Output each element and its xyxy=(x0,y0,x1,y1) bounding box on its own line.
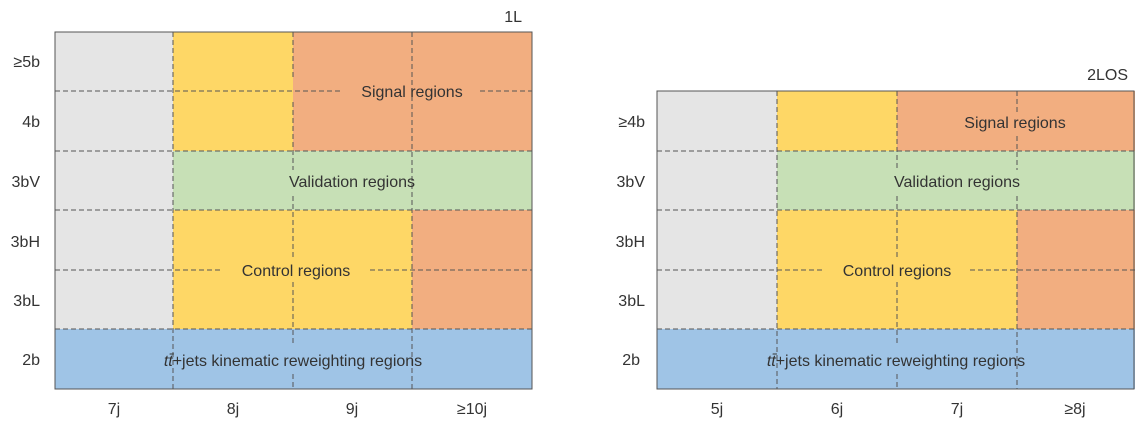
row-label: 3bH xyxy=(11,234,40,251)
control-regions-label: Control regions xyxy=(242,263,351,280)
col-label: 5j xyxy=(711,401,723,418)
cell-gray xyxy=(55,32,173,329)
panel-frame xyxy=(54,31,533,390)
col-label: 8j xyxy=(227,401,239,418)
row-label: 3bH xyxy=(616,234,645,251)
row-label: 3bL xyxy=(618,293,645,310)
row-label: 3bL xyxy=(13,293,40,310)
cell-orange-control xyxy=(412,210,532,329)
cell-blue-reweighting xyxy=(657,329,1135,389)
grid-lines xyxy=(657,91,1135,389)
reweighting-text: +jets kinematic reweighting regions xyxy=(776,353,1025,370)
channel-label: 1L xyxy=(504,9,522,26)
col-label: ≥8j xyxy=(1064,401,1085,418)
ttbar-symbol: tt̄ xyxy=(164,353,175,370)
signal-regions-label: Signal regions xyxy=(964,115,1065,132)
panel-1l: 1L ≥5b 4b 3bV 3bH 3bL 2b 7j 8j 9j ≥10j S… xyxy=(11,9,533,418)
row-label: 3bV xyxy=(12,174,41,191)
col-label: 7j xyxy=(108,401,120,418)
grid-lines xyxy=(55,32,532,389)
channel-label: 2LOS xyxy=(1087,67,1128,84)
control-regions-label: Control regions xyxy=(843,263,952,280)
col-label: 7j xyxy=(951,401,963,418)
row-label: 4b xyxy=(22,114,40,131)
col-label: ≥10j xyxy=(457,401,487,418)
cell-orange-signal xyxy=(897,91,1135,151)
cell-yellow-top xyxy=(777,91,897,151)
signal-regions-label: Signal regions xyxy=(361,84,462,101)
cell-green-validation xyxy=(173,151,532,210)
cell-green-validation xyxy=(777,151,1135,210)
row-label: ≥5b xyxy=(13,54,40,71)
row-label: 2b xyxy=(622,352,640,369)
row-label: 2b xyxy=(22,352,40,369)
ttbar-symbol: tt̄ xyxy=(767,353,778,370)
validation-regions-label: Validation regions xyxy=(289,174,415,191)
reweighting-regions-label: tt̄+jets kinematic reweighting regions xyxy=(767,353,1025,370)
col-label: 6j xyxy=(831,401,843,418)
col-label: 9j xyxy=(346,401,358,418)
reweighting-regions-label: tt̄+jets kinematic reweighting regions xyxy=(164,353,422,370)
row-label: ≥4b xyxy=(618,114,645,131)
reweighting-text: +jets kinematic reweighting regions xyxy=(173,353,422,370)
panel-frame xyxy=(656,90,1135,390)
panel-2los: 2LOS ≥4b 3bV 3bH 3bL 2b 5j 6j 7j ≥8j Sig… xyxy=(616,67,1135,418)
row-label: 3bV xyxy=(617,174,646,191)
validation-regions-label: Validation regions xyxy=(894,174,1020,191)
